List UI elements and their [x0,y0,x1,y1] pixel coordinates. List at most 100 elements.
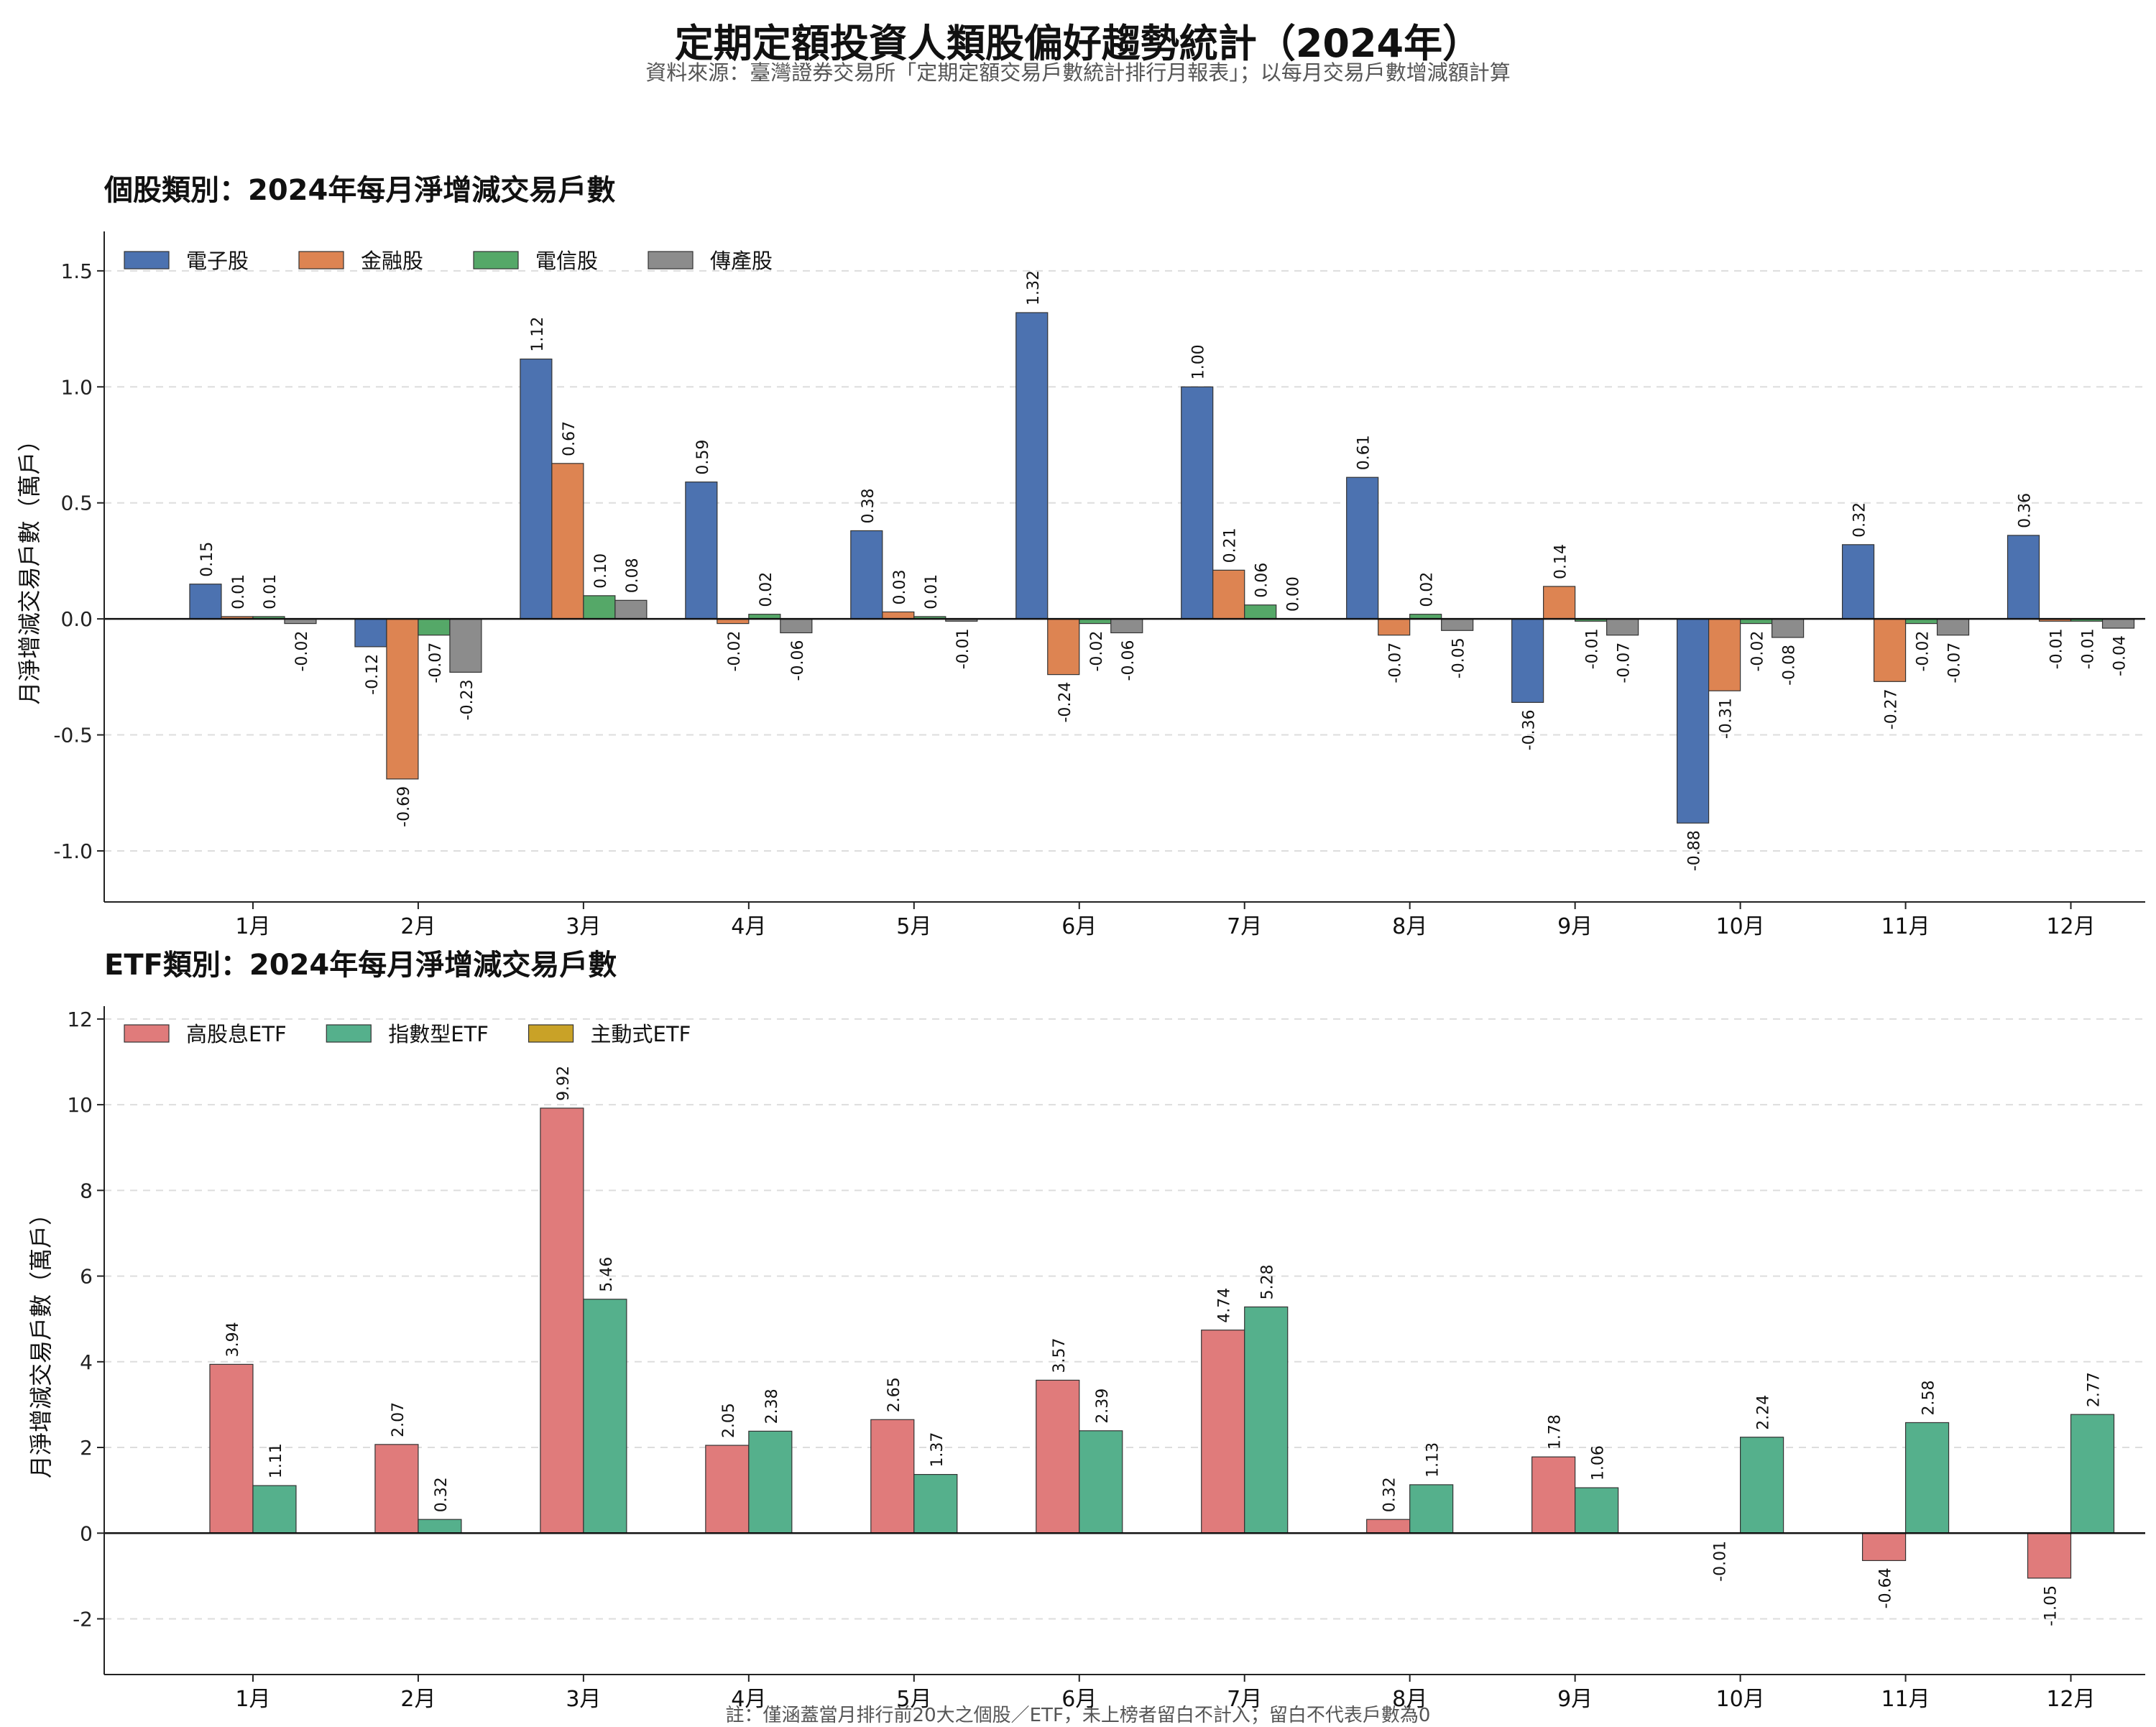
data-label: 2.58 [1920,1380,1938,1415]
y-tick-label: 0 [80,1521,93,1545]
data-label: -0.88 [1686,830,1704,871]
data-label: 0.08 [624,558,642,593]
x-tick-label: 12月 [2046,1687,2095,1712]
bar [1111,619,1143,632]
data-label: 1.12 [529,317,547,352]
bar [914,1475,957,1534]
x-tick-label: 11月 [1881,914,1930,939]
bar [1245,1307,1288,1534]
legend-label: 高股息ETF [186,1022,287,1046]
data-label: 0.67 [561,421,579,456]
data-label: 1.11 [267,1443,285,1478]
data-label: 1.13 [1424,1442,1442,1478]
bar [1544,586,1575,619]
legend-label: 電信股 [535,249,598,273]
data-label: -0.24 [1056,682,1074,723]
bar [851,530,883,619]
x-tick-label: 8月 [1392,914,1427,939]
x-tick-label: 5月 [896,1687,931,1712]
data-label: 0.38 [860,488,877,523]
data-label: -0.64 [1877,1567,1895,1608]
bar [1863,1533,1906,1560]
data-label: 5.28 [1259,1265,1277,1300]
data-label: 1.06 [1590,1445,1608,1480]
bar [1202,1330,1245,1534]
bar [1772,619,1804,637]
bar [706,1445,749,1533]
bar [749,1431,792,1533]
x-tick-label: 10月 [1716,914,1765,939]
y-axis-label: 月淨增減交易戶數（萬戶） [16,428,43,704]
data-label: 9.92 [555,1066,573,1101]
y-tick-label: -1.0 [53,839,93,863]
bar [1378,619,1410,635]
bar [540,1108,584,1533]
data-label: 2.39 [1094,1388,1112,1424]
bar [450,619,482,672]
bar [2103,619,2134,628]
bar [1512,619,1544,702]
legend-label: 電子股 [186,249,249,273]
x-tick-label: 2月 [400,1687,436,1712]
x-tick-label: 3月 [566,1687,601,1712]
data-label: -0.69 [395,786,413,827]
data-label: -0.02 [1915,631,1932,672]
data-label: -0.31 [1718,698,1736,739]
bar [1181,387,1213,619]
bar [1843,545,1874,619]
y-tick-label: 0.0 [60,607,93,631]
bar [1709,619,1741,691]
data-label: 0.32 [433,1477,451,1512]
data-label: 0.10 [592,553,610,589]
y-tick-label: 8 [80,1179,93,1202]
y-tick-label: 4 [80,1350,93,1374]
data-label: 0.21 [1222,528,1240,563]
data-label: -0.06 [789,640,807,681]
data-label: -0.07 [1946,643,1964,683]
data-label: 0.02 [1419,572,1437,607]
data-label: 1.32 [1025,270,1043,305]
legend-swatch [299,252,344,269]
legend-swatch [474,252,518,269]
chart-panel-1: 個股類別：2024年每月淨增減交易戶數-1.0-0.50.00.51.01.5月… [16,174,2145,939]
data-label: 2.38 [763,1388,781,1424]
y-tick-label: -2 [73,1608,93,1631]
legend-label: 主動式ETF [591,1022,691,1046]
bar [418,1519,461,1533]
bar [190,584,221,619]
data-label: 0.32 [1851,502,1869,538]
bar [552,464,584,619]
x-tick-label: 11月 [1881,1687,1930,1712]
bar [1741,1437,1784,1534]
x-tick-label: 2月 [400,914,436,939]
data-label: 5.46 [598,1257,616,1292]
data-label: -0.08 [1781,645,1799,686]
bar [1575,1488,1618,1533]
x-tick-label: 1月 [235,1687,270,1712]
x-tick-label: 9月 [1557,914,1593,939]
bar [1367,1519,1410,1533]
y-tick-label: 2 [80,1436,93,1460]
data-label: 2.07 [390,1402,407,1437]
bar [2008,535,2040,619]
data-label: -0.02 [293,631,311,672]
data-label: 0.36 [2017,493,2035,528]
bar [355,619,387,647]
y-tick-label: 12 [67,1008,93,1031]
data-label: 0.00 [1285,576,1303,612]
bar [1048,619,1079,674]
bar [418,619,450,635]
bar [871,1419,914,1533]
chart-title: ETF類別：2024年每月淨增減交易戶數 [104,949,617,982]
data-label: 0.32 [1381,1477,1399,1512]
bar [2028,1533,2071,1578]
bar [1906,1422,1949,1533]
data-label: 0.59 [694,440,712,475]
y-tick-label: 1.5 [60,259,93,283]
legend-label: 傳產股 [710,249,773,273]
data-label: 3.57 [1051,1337,1069,1373]
bar [615,600,647,619]
data-label: -0.07 [1616,643,1634,683]
x-tick-label: 7月 [1227,1687,1262,1712]
